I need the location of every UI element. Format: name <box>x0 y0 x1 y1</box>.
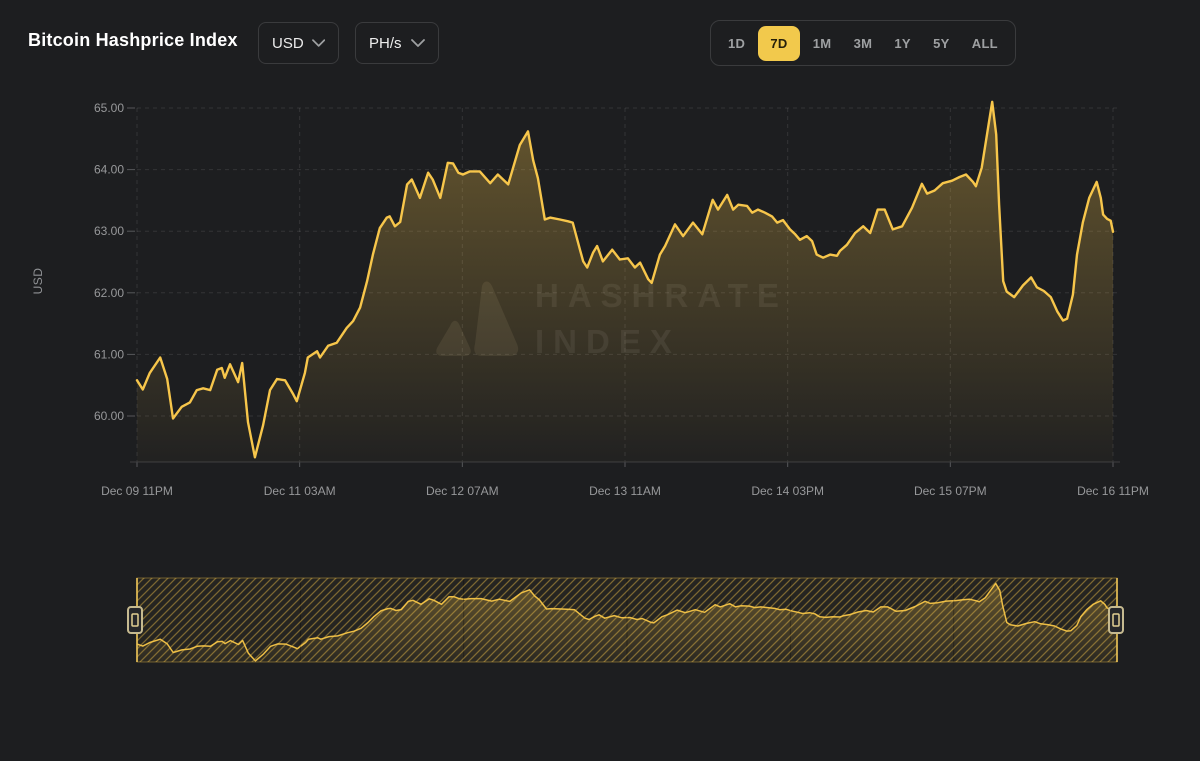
main-chart: 60.00 61.00 62.00 63.00 64.00 65.00 Dec 09 11P… <box>94 100 1149 498</box>
range-button-3m[interactable]: 3M <box>845 26 882 61</box>
y-tick-label: 65.00 <box>94 101 124 115</box>
chart-plot-area[interactable] <box>137 108 1113 462</box>
x-tick-label: Dec 16 11PM <box>1077 484 1149 498</box>
x-tick-label: Dec 09 11PM <box>101 484 173 498</box>
range-navigator[interactable] <box>0 570 1200 680</box>
y-tick-label: 61.00 <box>94 347 124 361</box>
price-area <box>137 101 1113 463</box>
x-tick-label: Dec 15 07PM <box>914 484 987 498</box>
y-tick-label: 64.00 <box>94 163 124 177</box>
y-tick-label: 63.00 <box>94 224 124 238</box>
range-button-7d[interactable]: 7D <box>758 25 800 61</box>
currency-dropdown[interactable]: USD <box>258 22 339 64</box>
unit-dropdown[interactable]: PH/s <box>355 22 439 64</box>
y-tick-label: 60.00 <box>94 409 124 423</box>
unit-dropdown-value: PH/s <box>369 34 402 52</box>
navigator-left-handle[interactable] <box>127 606 143 634</box>
range-button-5y[interactable]: 5Y <box>924 26 959 61</box>
range-button-all[interactable]: ALL <box>963 26 1007 61</box>
x-tick-label: Dec 12 07AM <box>426 484 499 498</box>
range-button-1y[interactable]: 1Y <box>885 26 920 61</box>
x-tick-label: Dec 13 11AM <box>589 484 661 498</box>
y-tick-label: 62.00 <box>94 286 124 300</box>
range-button-group: 1D 7D 1M 3M 1Y 5Y ALL <box>710 20 1016 66</box>
price-line <box>135 100 1115 459</box>
page-title: Bitcoin Hashprice Index <box>28 30 238 50</box>
x-tick-label: Dec 11 03AM <box>264 484 336 498</box>
chevron-down-icon <box>411 39 425 47</box>
currency-dropdown-value: USD <box>272 34 304 52</box>
navigator-right-handle[interactable] <box>1108 606 1124 634</box>
chevron-down-icon <box>311 39 325 47</box>
range-button-1m[interactable]: 1M <box>804 26 841 61</box>
x-tick-label: Dec 14 03PM <box>751 484 824 498</box>
range-button-1d[interactable]: 1D <box>719 26 754 61</box>
